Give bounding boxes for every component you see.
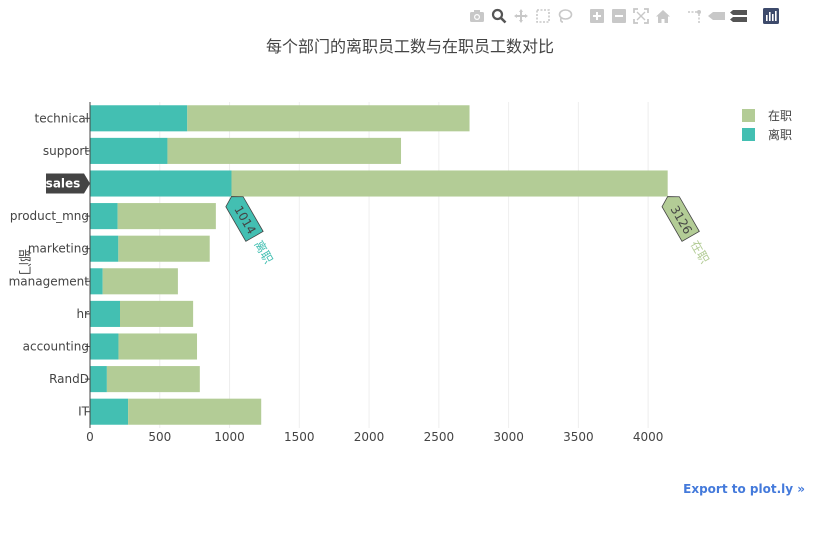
- bar-product_mng-stayed[interactable]: [117, 203, 216, 230]
- hover-label-box: [661, 196, 700, 242]
- autoscale-icon[interactable]: [630, 6, 652, 26]
- bar-IT-left[interactable]: [90, 398, 129, 425]
- hover-series-name: 在职: [688, 238, 712, 266]
- bar-accounting-stayed[interactable]: [118, 333, 198, 360]
- home-icon[interactable]: [652, 6, 674, 26]
- bar-hr-left[interactable]: [90, 300, 120, 327]
- bar-hr-stayed[interactable]: [120, 300, 194, 327]
- bar-RandD-stayed[interactable]: [106, 366, 200, 393]
- bar-marketing-stayed[interactable]: [118, 235, 210, 262]
- bar-product_mng-left[interactable]: [90, 203, 118, 230]
- x-tick-label: 500: [148, 430, 171, 444]
- y-axis-title: 部门: [16, 249, 31, 275]
- legend-item[interactable]: 在职: [742, 109, 792, 123]
- legend-label: 在职: [768, 109, 792, 123]
- chart-title: 每个部门的离职员工数与在职员工数对比: [266, 37, 554, 56]
- x-tick-label: 1500: [284, 430, 315, 444]
- hover-label-box: [225, 196, 264, 242]
- y-tick-label: management: [9, 274, 90, 288]
- bar-technical-stayed[interactable]: [187, 105, 470, 132]
- x-tick-label: 1000: [214, 430, 245, 444]
- bar-sales-stayed[interactable]: [231, 170, 668, 197]
- export-to-plotly-link[interactable]: Export to plot.ly »: [683, 482, 805, 496]
- x-tick-label: 0: [86, 430, 94, 444]
- bar-support-stayed[interactable]: [167, 137, 402, 164]
- y-tick-label: sales: [46, 177, 81, 191]
- bar-technical-left[interactable]: [90, 105, 188, 132]
- y-tick-label: product_mng: [10, 209, 89, 223]
- y-tick-label: RandD: [49, 372, 89, 386]
- bar-management-stayed[interactable]: [102, 268, 178, 295]
- legend-item[interactable]: 离职: [742, 127, 792, 142]
- bar-IT-stayed[interactable]: [128, 398, 262, 425]
- zoom-in-icon[interactable]: [586, 6, 608, 26]
- x-tick-label: 4000: [633, 430, 664, 444]
- spike-lines-icon[interactable]: [684, 6, 706, 26]
- x-tick-label: 3500: [563, 430, 594, 444]
- box-select-icon[interactable]: [532, 6, 554, 26]
- bar-support-left[interactable]: [90, 137, 168, 164]
- bar-RandD-left[interactable]: [90, 366, 107, 393]
- hover-closest-icon[interactable]: [706, 6, 728, 26]
- zoom-icon[interactable]: [488, 6, 510, 26]
- modebar: [466, 6, 782, 26]
- y-tick-label: marketing: [28, 242, 89, 256]
- hover-series-name: 离职: [251, 238, 276, 266]
- bar-sales-left[interactable]: [90, 170, 232, 197]
- x-tick-label: 3000: [493, 430, 524, 444]
- bars[interactable]: [90, 105, 668, 425]
- y-tick-label: IT: [78, 405, 90, 419]
- bar-accounting-left[interactable]: [90, 333, 119, 360]
- y-tick-label: accounting: [23, 340, 89, 354]
- axes: 0 500 1000 1500 2000 2500 3000 3500 4000 technica…: [9, 102, 664, 444]
- lasso-select-icon[interactable]: [554, 6, 576, 26]
- zoom-out-icon[interactable]: [608, 6, 630, 26]
- hover-compare-icon[interactable]: [728, 6, 750, 26]
- legend-swatch: [742, 128, 755, 141]
- y-hover-box: [46, 173, 90, 194]
- bar-marketing-left[interactable]: [90, 235, 119, 262]
- pan-icon[interactable]: [510, 6, 532, 26]
- camera-icon[interactable]: [466, 6, 488, 26]
- y-tick-label: hr: [76, 307, 89, 321]
- legend-label: 离职: [768, 127, 792, 142]
- bar-management-left[interactable]: [90, 268, 103, 295]
- y-hover-label: sales: [46, 173, 90, 194]
- x-tick-label: 2500: [424, 430, 455, 444]
- y-tick-label: technical: [34, 111, 89, 125]
- x-tick-label: 2000: [354, 430, 385, 444]
- plotly-logo-icon[interactable]: [760, 6, 782, 26]
- y-tick-label: support: [43, 144, 89, 158]
- legend-swatch: [742, 109, 755, 122]
